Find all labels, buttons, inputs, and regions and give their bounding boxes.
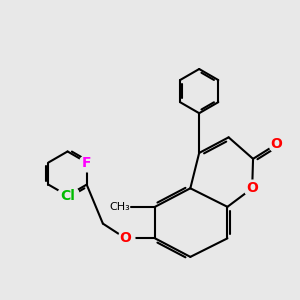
- Text: CH₃: CH₃: [109, 202, 130, 212]
- Text: Cl: Cl: [60, 189, 75, 202]
- Text: O: O: [246, 181, 258, 195]
- Text: O: O: [271, 137, 283, 151]
- Text: F: F: [82, 155, 92, 170]
- Text: O: O: [120, 231, 131, 245]
